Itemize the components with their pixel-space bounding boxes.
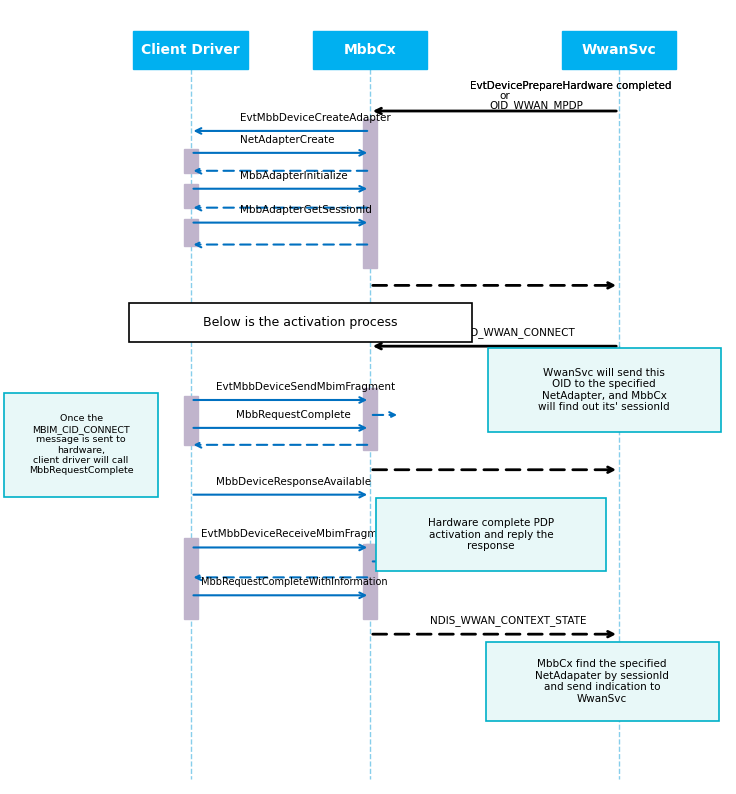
FancyBboxPatch shape <box>313 31 428 69</box>
Text: Once the
MBIM_CID_CONNECT
message is sent to
hardware,
client driver will call
M: Once the MBIM_CID_CONNECT message is sen… <box>29 414 133 476</box>
Text: EvtMbbDeviceReceiveMbimFragment: EvtMbbDeviceReceiveMbimFragment <box>201 530 394 539</box>
Text: Below is the activation process: Below is the activation process <box>203 316 397 330</box>
Text: MbbDeviceResponseAvailable: MbbDeviceResponseAvailable <box>216 476 371 487</box>
FancyBboxPatch shape <box>129 303 472 342</box>
Text: MbbCx find the specified
NetAdapater by sessionId
and send indication to
WwanSvc: MbbCx find the specified NetAdapater by … <box>535 659 669 704</box>
FancyBboxPatch shape <box>4 393 158 497</box>
Text: EvtMbbDeviceCreateAdapter: EvtMbbDeviceCreateAdapter <box>241 113 392 123</box>
FancyBboxPatch shape <box>486 642 718 721</box>
FancyBboxPatch shape <box>562 31 676 69</box>
FancyBboxPatch shape <box>184 396 198 445</box>
Text: EvtMbbDeviceSendMbimFragment: EvtMbbDeviceSendMbimFragment <box>216 382 394 392</box>
FancyBboxPatch shape <box>363 119 377 268</box>
Text: MbbAdapterGetSessionId: MbbAdapterGetSessionId <box>241 205 372 214</box>
FancyBboxPatch shape <box>184 148 198 173</box>
FancyBboxPatch shape <box>184 538 198 619</box>
FancyBboxPatch shape <box>184 218 198 245</box>
Text: MbbAdapterInitialize: MbbAdapterInitialize <box>241 171 348 181</box>
FancyBboxPatch shape <box>487 349 721 432</box>
FancyBboxPatch shape <box>366 396 374 427</box>
Text: MbbRequestCompleteWithInformation: MbbRequestCompleteWithInformation <box>201 577 387 588</box>
Text: Client Driver: Client Driver <box>141 43 240 57</box>
Text: EvtDevicePrepareHardware completed: EvtDevicePrepareHardware completed <box>470 81 671 91</box>
FancyBboxPatch shape <box>363 545 377 619</box>
Text: MbbCx: MbbCx <box>344 43 397 57</box>
FancyBboxPatch shape <box>184 183 198 208</box>
Text: WwanSvc: WwanSvc <box>581 43 657 57</box>
Text: OID_WWAN_MPDP: OID_WWAN_MPDP <box>489 100 584 111</box>
Text: WwanSvc will send this
OID to the specified
NetAdapter, and MbbCx
will find out : WwanSvc will send this OID to the specif… <box>538 368 670 412</box>
FancyBboxPatch shape <box>366 545 374 565</box>
Text: Hardware complete PDP
activation and reply the
response: Hardware complete PDP activation and rep… <box>428 518 554 551</box>
FancyBboxPatch shape <box>363 388 377 450</box>
Text: or: or <box>500 91 510 101</box>
Text: EvtDevicePrepareHardware completed: EvtDevicePrepareHardware completed <box>470 81 671 91</box>
FancyBboxPatch shape <box>133 31 248 69</box>
Text: NDIS_WWAN_CONTEXT_STATE: NDIS_WWAN_CONTEXT_STATE <box>430 615 587 626</box>
Text: MbbRequestComplete: MbbRequestComplete <box>236 410 350 420</box>
Text: OID_WWAN_CONNECT: OID_WWAN_CONNECT <box>460 327 576 338</box>
FancyBboxPatch shape <box>376 498 606 572</box>
Text: NetAdapterCreate: NetAdapterCreate <box>241 135 335 145</box>
